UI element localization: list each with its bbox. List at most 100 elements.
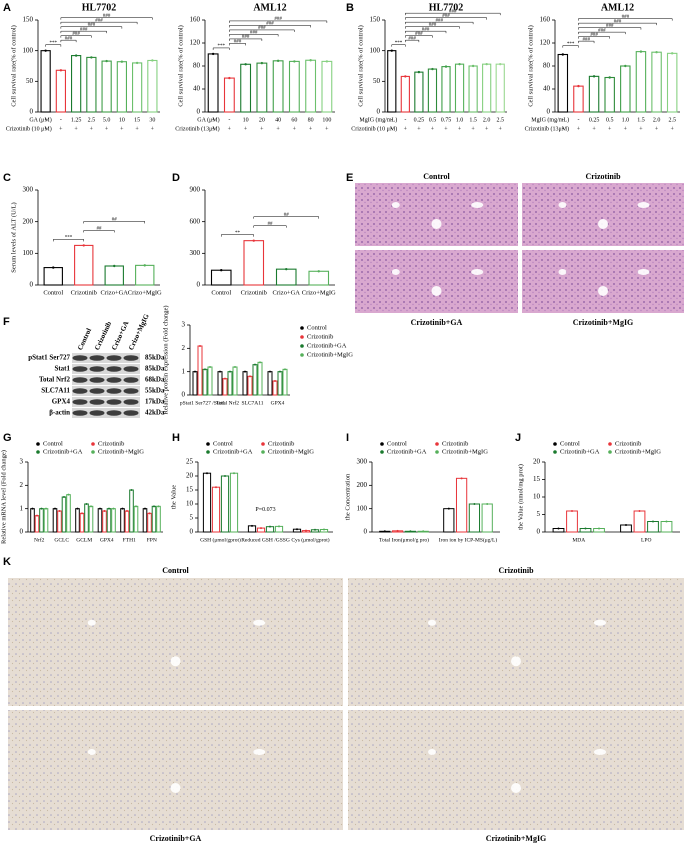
bar xyxy=(207,366,213,396)
dot-mean xyxy=(199,345,201,347)
row-cell: + xyxy=(90,126,94,132)
dot-mean xyxy=(76,507,79,510)
legend-marker xyxy=(553,450,557,454)
bar xyxy=(288,60,300,113)
bar xyxy=(229,472,239,533)
blot-size: 85kDa xyxy=(145,365,165,373)
chart-title: AML12 xyxy=(253,2,286,13)
x-tick-label: Crizo+MgIG xyxy=(302,289,336,296)
dot-mean xyxy=(269,525,271,528)
sig-label: ### xyxy=(88,23,96,28)
dot-mean xyxy=(74,54,78,57)
bar xyxy=(147,59,158,113)
y-tick-label: 100 xyxy=(23,46,34,54)
bar xyxy=(454,63,465,113)
dot-mean xyxy=(252,239,255,242)
row-cell: + xyxy=(120,126,124,132)
y-tick-label: 15 xyxy=(533,475,541,483)
bar xyxy=(129,489,134,533)
blot-row-label: Stat1 xyxy=(54,365,70,373)
y-tick-label: 300 xyxy=(23,186,34,194)
y-tick-label: 2 xyxy=(182,344,186,352)
x-tick-label: 1.0 xyxy=(622,117,630,123)
dot-mean xyxy=(325,60,329,63)
y-tick-label: 20 xyxy=(186,472,194,480)
bar xyxy=(387,50,397,113)
sig-bracket xyxy=(578,18,673,21)
bar xyxy=(43,267,63,286)
vessel xyxy=(170,783,181,793)
blot-row-label: Total Nrf2 xyxy=(39,376,71,384)
dot-mean xyxy=(209,366,211,368)
micrograph xyxy=(522,250,684,313)
dot-mean xyxy=(305,529,307,532)
legend-label: Control xyxy=(560,440,580,447)
dot-mean xyxy=(314,528,316,531)
image-label: Control xyxy=(423,172,450,181)
dot-mean xyxy=(458,62,461,66)
legend-label: Crizotinib+GA xyxy=(43,448,83,455)
y-axis-label: Cell survival rate(% of control) xyxy=(177,25,184,107)
bar xyxy=(124,510,130,533)
x-tick-label: Total Nrf2 xyxy=(216,399,239,406)
y-tick-label: 1 xyxy=(20,504,24,512)
bar xyxy=(75,508,80,533)
image-label: Crizotinib xyxy=(585,172,621,181)
x-tick-label: 2.5 xyxy=(668,117,676,123)
bar xyxy=(120,508,125,533)
dot-mean xyxy=(81,512,83,515)
blot-band xyxy=(123,399,139,405)
legend-marker xyxy=(36,450,40,454)
sig-bracket xyxy=(60,39,77,43)
bar xyxy=(604,76,615,113)
legend-marker xyxy=(91,450,95,454)
blot-size: 85kDa xyxy=(145,354,165,362)
vessel xyxy=(471,269,484,276)
bar xyxy=(74,244,94,286)
bar xyxy=(620,65,631,113)
dot-mean xyxy=(206,472,208,475)
vessel xyxy=(558,202,567,209)
blot-band xyxy=(106,410,122,416)
sig-bracket xyxy=(405,35,433,38)
y-tick-label: 0 xyxy=(182,391,186,399)
bar xyxy=(34,515,40,533)
y-tick-label: 100 xyxy=(357,504,368,512)
bar xyxy=(660,521,673,533)
dot-mean xyxy=(486,503,489,505)
bar xyxy=(272,60,284,113)
row-cell: + xyxy=(244,126,248,132)
micrograph xyxy=(8,710,343,830)
row-label: Crizotinib (13μM) xyxy=(175,125,219,132)
blot-band xyxy=(89,388,105,394)
dot-mean xyxy=(665,520,668,523)
row-cell: + xyxy=(59,126,63,132)
y-tick-label: 3 xyxy=(182,321,186,329)
legend-marker xyxy=(435,442,439,446)
sig-bracket xyxy=(83,230,115,233)
x-tick-label: MDA xyxy=(572,537,585,543)
x-tick-label: 100 xyxy=(322,117,331,123)
blot-band xyxy=(89,366,105,372)
row-cell: + xyxy=(74,126,78,132)
sig-label: ** xyxy=(235,231,241,236)
row-label: GA (μM) xyxy=(29,116,51,123)
x-tick-label: 0.25 xyxy=(589,117,600,123)
bar xyxy=(43,508,49,533)
x-tick-label: 0.5 xyxy=(429,117,437,123)
row-cell: + xyxy=(151,126,155,132)
dot-mean xyxy=(323,528,325,531)
bar xyxy=(308,270,330,286)
legend-label: Crizotinib+GA xyxy=(307,342,347,349)
legend-label: Control xyxy=(307,324,327,331)
y-tick-label: 0 xyxy=(197,281,201,289)
sig-label: ### xyxy=(65,36,73,41)
panel-letter: H xyxy=(172,432,180,444)
x-tick-label: Control xyxy=(211,289,231,296)
vessel xyxy=(253,619,266,626)
sig-bracket xyxy=(578,40,595,44)
vessel xyxy=(87,619,96,626)
blot-band xyxy=(72,410,88,416)
bar xyxy=(651,51,662,113)
image-panel xyxy=(355,183,684,313)
